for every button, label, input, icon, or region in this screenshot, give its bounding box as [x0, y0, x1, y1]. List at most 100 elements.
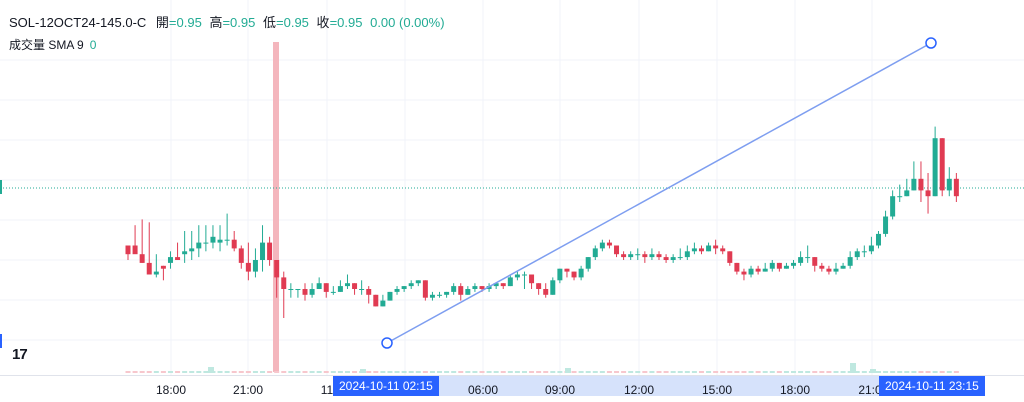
volume-bar — [663, 371, 669, 373]
volume-bar — [429, 371, 435, 373]
time-axis[interactable]: 18:00 21:00 11 06:00 09:00 12:00 15:00 1… — [0, 375, 1024, 402]
volume-bar — [415, 371, 421, 373]
candle-body — [451, 286, 457, 292]
candle-body — [592, 248, 598, 258]
trend-line-handle-start[interactable] — [381, 337, 393, 349]
symbol-name[interactable]: SOL-12OCT24-145.0-C — [9, 15, 147, 30]
volume-bar — [252, 371, 258, 373]
time-tick: 15:00 — [701, 383, 733, 397]
candle-body — [189, 248, 195, 252]
volume-bar — [819, 371, 825, 373]
candle-body — [514, 274, 520, 278]
volume-bar — [840, 371, 846, 373]
candle-body — [139, 254, 145, 263]
volume-bar — [870, 369, 876, 373]
price-axis-marker — [0, 180, 2, 194]
volume-bar — [267, 371, 273, 373]
candle-body — [444, 291, 450, 295]
candle-body — [883, 216, 889, 234]
volume-bar — [224, 371, 230, 373]
candle-body — [125, 245, 131, 255]
candle-body — [203, 242, 209, 244]
candle-body — [521, 274, 527, 276]
candle-body — [904, 190, 910, 197]
volume-bar — [854, 371, 860, 373]
candle-body — [196, 242, 202, 249]
volume-bar — [550, 371, 556, 373]
tradingview-logo[interactable]: 17 — [12, 346, 28, 363]
candle-body — [302, 289, 308, 295]
candle-body — [267, 242, 273, 260]
candle-body — [734, 262, 740, 272]
candle-body — [642, 254, 648, 258]
low-label: 低 — [263, 15, 277, 30]
candle-body — [479, 286, 485, 289]
volume-bar — [861, 371, 867, 373]
volume-bar — [946, 371, 952, 373]
volume-bar — [387, 371, 393, 373]
close-label: 收 — [316, 15, 330, 30]
candle-body — [260, 242, 266, 260]
volume-bar — [762, 371, 768, 373]
candle-body — [819, 265, 825, 269]
candle-body — [585, 257, 591, 269]
volume-legend[interactable]: 成交量 SMA 9 0 — [9, 36, 96, 53]
volume-bar — [875, 371, 881, 373]
volume-bar — [146, 371, 152, 373]
volume-bar — [373, 371, 379, 373]
volume-bar — [507, 371, 513, 373]
candle-body — [706, 245, 712, 252]
candle-body — [330, 291, 336, 293]
volume-bar — [911, 371, 917, 373]
candle-body — [918, 178, 924, 191]
candle-body — [677, 257, 683, 259]
time-tick: 09:00 — [544, 383, 576, 397]
volume-bar — [309, 371, 315, 373]
volume-bar — [238, 371, 244, 373]
candle-body — [182, 251, 188, 255]
candle-body — [932, 138, 938, 197]
candle-body — [373, 294, 379, 307]
volume-bar — [344, 371, 350, 373]
volume-bar — [932, 371, 938, 373]
volume-bar — [458, 371, 464, 373]
volume-bar — [160, 371, 166, 373]
candle-body — [550, 280, 556, 295]
symbol-legend: SOL-12OCT24-145.0-C 開=0.95 高=0.95 低=0.95… — [9, 12, 449, 31]
volume-bar — [245, 371, 251, 373]
candle-body — [953, 178, 959, 197]
volume-bar — [444, 371, 450, 373]
volume-bar — [500, 371, 506, 373]
volume-bar — [691, 371, 697, 373]
candle-body — [606, 242, 612, 246]
volume-bar — [649, 371, 655, 373]
time-tick: 06:00 — [467, 383, 499, 397]
candle-body — [337, 286, 343, 292]
trend-line[interactable] — [386, 42, 932, 344]
trend-line-handle-end[interactable] — [925, 37, 937, 49]
candle-body — [897, 196, 903, 198]
chart-area[interactable] — [0, 0, 1024, 375]
candle-body — [160, 265, 166, 269]
volume-bar — [380, 371, 386, 373]
candle-body — [465, 289, 471, 295]
high-label: 高 — [209, 15, 223, 30]
volume-bar — [125, 371, 131, 373]
candle-body — [472, 286, 478, 289]
candle-body — [323, 283, 329, 292]
price-chart[interactable] — [0, 0, 1024, 375]
open-label: 開 — [155, 15, 169, 30]
candle-body — [826, 268, 832, 272]
candle-body — [698, 248, 704, 252]
volume-bar — [656, 371, 662, 373]
volume-bar — [260, 371, 266, 373]
candle-body — [224, 239, 230, 241]
volume-bar — [281, 371, 287, 373]
candle-body — [656, 254, 662, 258]
volume-bar — [330, 371, 336, 373]
volume-bar — [465, 371, 471, 373]
volume-bar — [217, 371, 223, 373]
candle-body — [564, 268, 570, 272]
volume-bar — [805, 371, 811, 373]
candle-body — [805, 257, 811, 259]
